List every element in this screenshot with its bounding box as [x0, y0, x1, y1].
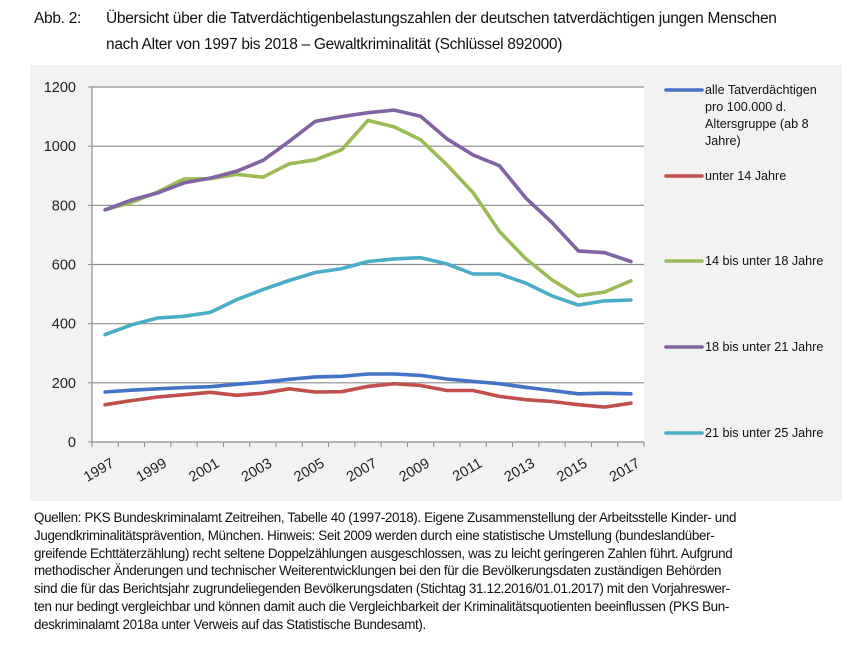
- legend-label: Altersgruppe (ab 8: [705, 117, 809, 131]
- x-tick-label: 2015: [554, 456, 590, 486]
- caption-line: sind die für das Berichtsjahr zugrundeli…: [34, 581, 730, 597]
- figure-title-line-1: Übersicht über die Tatverdächtigenbelast…: [106, 10, 777, 27]
- legend-label: alle Tatverdächtigen: [705, 83, 817, 97]
- caption-line: methodischer Änderungen und technischer …: [34, 563, 722, 579]
- y-tick-label: 1000: [44, 139, 76, 155]
- legend-label: unter 14 Jahre: [705, 169, 786, 183]
- caption-line: greifende Echttäterzählung) recht selten…: [34, 545, 733, 561]
- y-tick-label: 400: [52, 317, 76, 333]
- x-tick-label: 2009: [397, 456, 433, 486]
- x-tick-label: 2005: [291, 456, 327, 486]
- x-tick-label: 2013: [502, 456, 538, 486]
- y-tick-label: 800: [52, 198, 76, 214]
- x-tick-label: 2003: [239, 456, 275, 486]
- caption-line: Quellen: PKS Bundeskriminalamt Zeitreihe…: [34, 510, 737, 525]
- x-tick-label: 2007: [344, 456, 380, 486]
- y-tick-label: 600: [52, 258, 76, 274]
- x-tick-label: 2001: [186, 456, 222, 486]
- x-tick-label: 2017: [607, 456, 643, 486]
- x-tick-label: 1999: [134, 456, 170, 486]
- y-tick-label: 1200: [44, 80, 76, 96]
- figure-caption: Quellen: PKS Bundeskriminalamt Zeitreihe…: [34, 509, 844, 634]
- legend-label: 18 bis unter 21 Jahre: [705, 340, 823, 354]
- legend-label: Jahre): [705, 134, 741, 148]
- caption-line: ten nur bedingt vergleichbar und können …: [34, 598, 729, 614]
- y-tick-label: 200: [52, 376, 76, 392]
- y-tick-label: 0: [68, 435, 76, 451]
- legend-label: 14 bis unter 18 Jahre: [705, 254, 823, 268]
- caption-line: deskriminalamt 2018a unter Verweis auf d…: [34, 616, 426, 632]
- x-tick-label: 1997: [81, 456, 117, 486]
- legend-label: 21 bis unter 25 Jahre: [705, 426, 823, 440]
- caption-line: Jugendkriminalitätsprävention, München. …: [34, 527, 715, 543]
- legend-label: pro 100.000 d.: [705, 100, 786, 114]
- x-tick-label: 2011: [450, 456, 485, 485]
- figure-label: Abb. 2:: [34, 10, 82, 27]
- figure-title-line-2: nach Alter von 1997 bis 2018 – Gewaltkri…: [106, 36, 563, 53]
